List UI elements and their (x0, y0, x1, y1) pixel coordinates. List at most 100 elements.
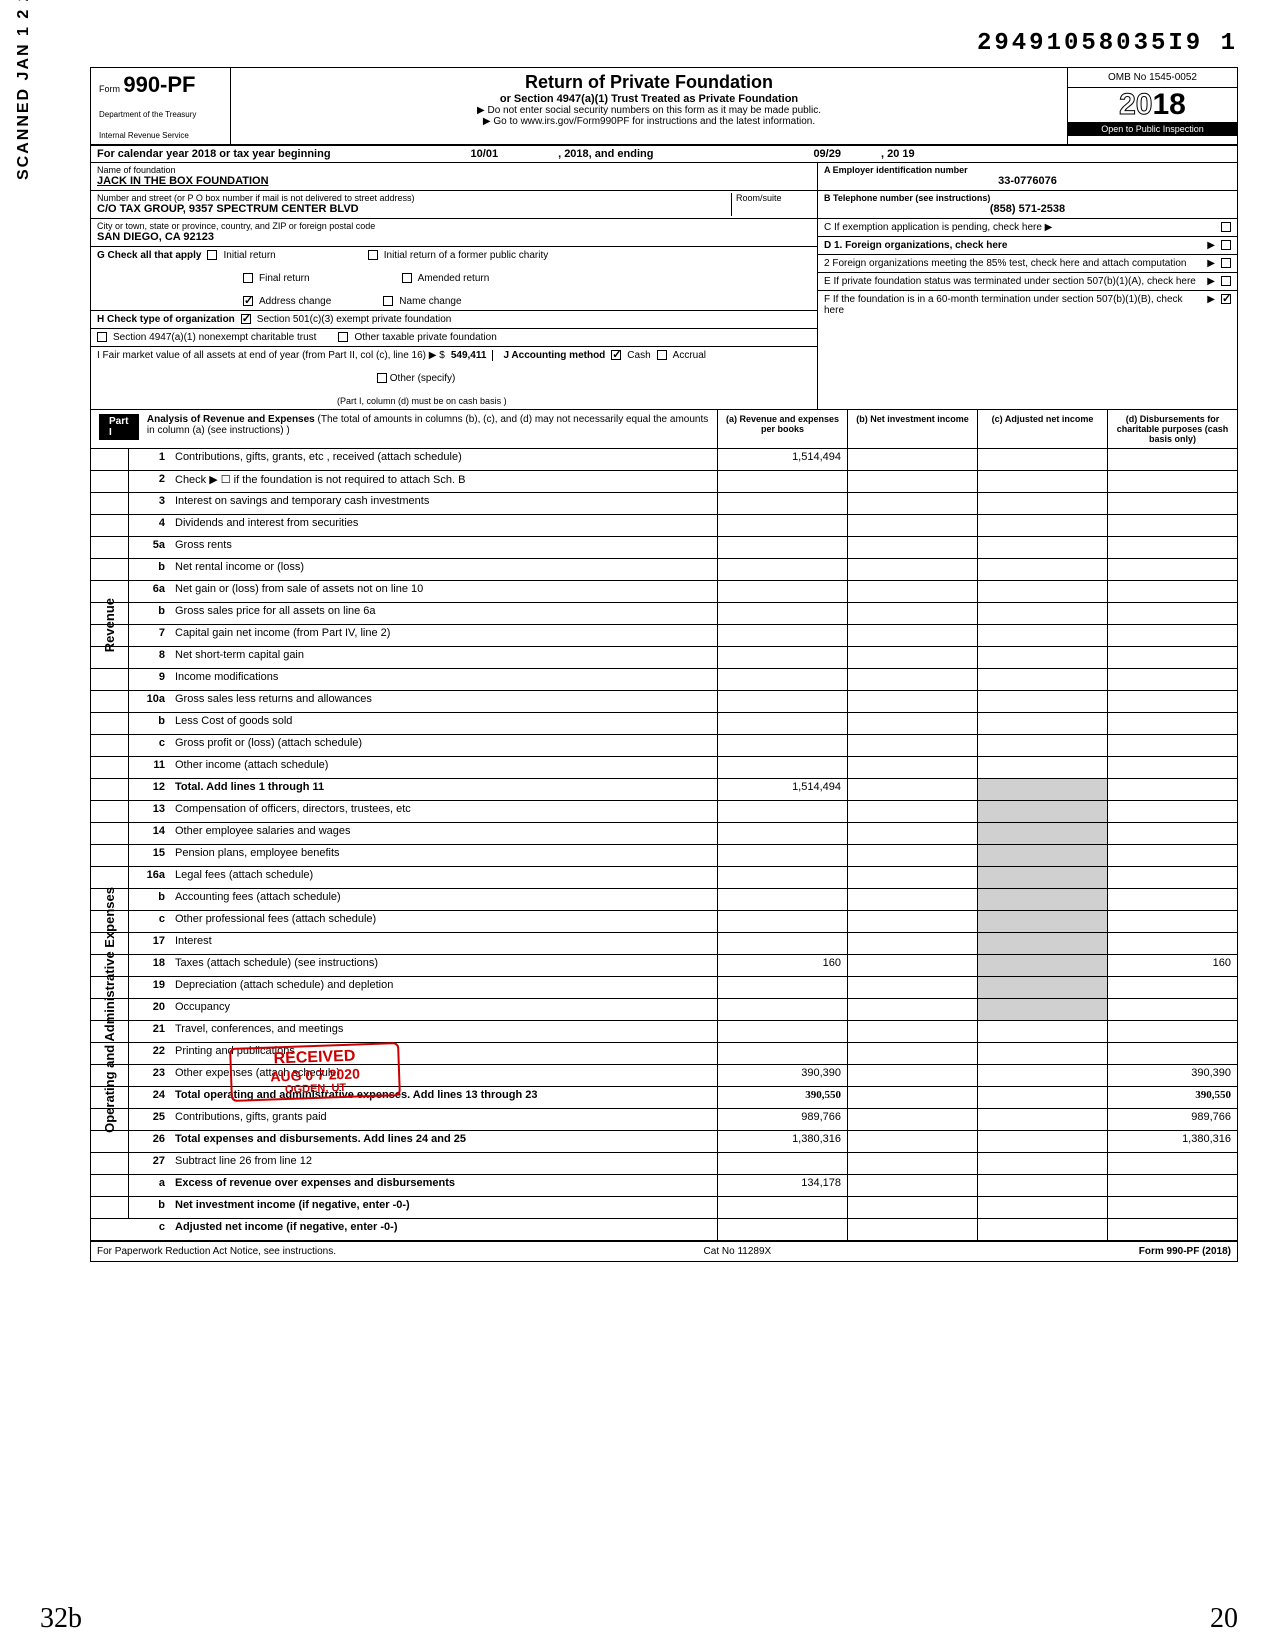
amount-cell (847, 625, 977, 646)
amount-cell (717, 933, 847, 954)
line-description: Legal fees (attach schedule) (171, 867, 717, 888)
checkbox-other-method[interactable] (377, 373, 387, 383)
line-number: 13 (129, 801, 171, 822)
amount-cell: 1,380,316 (717, 1131, 847, 1152)
amount-cell (717, 559, 847, 580)
amount-cell (717, 1021, 847, 1042)
table-row: 17Interest (91, 933, 1237, 955)
checkbox-cash[interactable] (611, 350, 621, 360)
line-description: Interest (171, 933, 717, 954)
amount-cell (847, 603, 977, 624)
amount-cell (1107, 471, 1237, 492)
amount-cell: 390,550 (1107, 1087, 1237, 1108)
amount-cell (847, 867, 977, 888)
amount-cell (1107, 713, 1237, 734)
checkbox-terminated[interactable] (1221, 276, 1231, 286)
checkbox-initial-return[interactable] (207, 250, 217, 260)
checkbox-final-return[interactable] (243, 273, 253, 283)
table-row: 1Contributions, gifts, grants, etc , rec… (91, 449, 1237, 471)
amount-cell (847, 449, 977, 470)
amount-cell (847, 647, 977, 668)
line-description: Taxes (attach schedule) (see instruction… (171, 955, 717, 976)
part1-table: Revenue Operating and Administrative Exp… (91, 449, 1237, 1241)
amount-cell (1107, 823, 1237, 844)
amount-cell (977, 647, 1107, 668)
amount-cell (847, 1043, 977, 1064)
amount-cell (977, 1175, 1107, 1196)
d2-label: 2 Foreign organizations meeting the 85% … (824, 258, 1201, 269)
line-number: 10a (129, 691, 171, 712)
checkbox-85-test[interactable] (1221, 258, 1231, 268)
line-number: 5a (129, 537, 171, 558)
footer: For Paperwork Reduction Act Notice, see … (91, 1241, 1237, 1261)
amount-cell (1107, 977, 1237, 998)
amount-cell (717, 735, 847, 756)
table-row: 18Taxes (attach schedule) (see instructi… (91, 955, 1237, 977)
amount-cell (1107, 1197, 1237, 1218)
checkbox-name-change[interactable] (383, 296, 393, 306)
amount-cell (717, 1197, 847, 1218)
line-number: c (129, 735, 171, 756)
line-number: 23 (129, 1065, 171, 1086)
form-prefix: Form (99, 84, 120, 94)
checkbox-4947[interactable] (97, 332, 107, 342)
amount-cell (977, 1065, 1107, 1086)
amount-cell (977, 801, 1107, 822)
checkbox-501c3[interactable] (241, 314, 251, 324)
amount-cell (977, 669, 1107, 690)
amount-cell (847, 977, 977, 998)
checkbox-other-taxable[interactable] (338, 332, 348, 342)
foundation-name: JACK IN THE BOX FOUNDATION (97, 175, 811, 187)
city-label: City or town, state or province, country… (97, 221, 811, 231)
col-d-header: (d) Disbursements for charitable purpose… (1107, 410, 1237, 448)
checkbox-accrual[interactable] (657, 350, 667, 360)
checkbox-amended[interactable] (402, 273, 412, 283)
title-sub: or Section 4947(a)(1) Trust Treated as P… (235, 93, 1063, 105)
line-number: 9 (129, 669, 171, 690)
line-description: Interest on savings and temporary cash i… (171, 493, 717, 514)
part1-header: Part I (99, 414, 139, 440)
part1-title: Analysis of Revenue and Expenses (147, 414, 315, 425)
table-row: 21Travel, conferences, and meetings (91, 1021, 1237, 1043)
amount-cell (1107, 493, 1237, 514)
amount-cell (847, 1219, 977, 1240)
line-description: Accounting fees (attach schedule) (171, 889, 717, 910)
line-description: Other expenses (attach schedule) (171, 1065, 717, 1086)
checkbox-foreign-org[interactable] (1221, 240, 1231, 250)
amount-cell (977, 581, 1107, 602)
amount-cell (847, 493, 977, 514)
col-a-header: (a) Revenue and expenses per books (717, 410, 847, 448)
line-number: 18 (129, 955, 171, 976)
form-number-cell: Form 990-PF Department of the Treasury I… (91, 68, 231, 144)
amount-cell (717, 889, 847, 910)
amount-cell: 390,550 (717, 1087, 847, 1108)
amount-cell (1107, 933, 1237, 954)
table-row: bGross sales price for all assets on lin… (91, 603, 1237, 625)
amount-cell (1107, 999, 1237, 1020)
amount-cell (1107, 559, 1237, 580)
amount-cell (1107, 1153, 1237, 1174)
amount-cell (717, 757, 847, 778)
amount-cell (717, 823, 847, 844)
amount-cell: 1,380,316 (1107, 1131, 1237, 1152)
amount-cell (717, 515, 847, 536)
amount-cell (1107, 1219, 1237, 1240)
line-number: 8 (129, 647, 171, 668)
checkbox-exemption-pending[interactable] (1221, 222, 1231, 232)
checkbox-initial-former[interactable] (368, 250, 378, 260)
line-number: 4 (129, 515, 171, 536)
checkbox-60month[interactable] (1221, 294, 1231, 304)
amount-cell (847, 1087, 977, 1108)
amount-cell (717, 581, 847, 602)
checkbox-address-change[interactable] (243, 296, 253, 306)
foundation-city: SAN DIEGO, CA 92123 (97, 231, 811, 243)
line-number: b (129, 1197, 171, 1218)
line-description: Pension plans, employee benefits (171, 845, 717, 866)
amount-cell (717, 713, 847, 734)
amount-cell (977, 449, 1107, 470)
line-number: c (129, 1219, 171, 1240)
f-label: F If the foundation is in a 60-month ter… (824, 294, 1201, 316)
amount-cell (977, 471, 1107, 492)
line-description: Contributions, gifts, grants, etc , rece… (171, 449, 717, 470)
amount-cell (977, 823, 1107, 844)
